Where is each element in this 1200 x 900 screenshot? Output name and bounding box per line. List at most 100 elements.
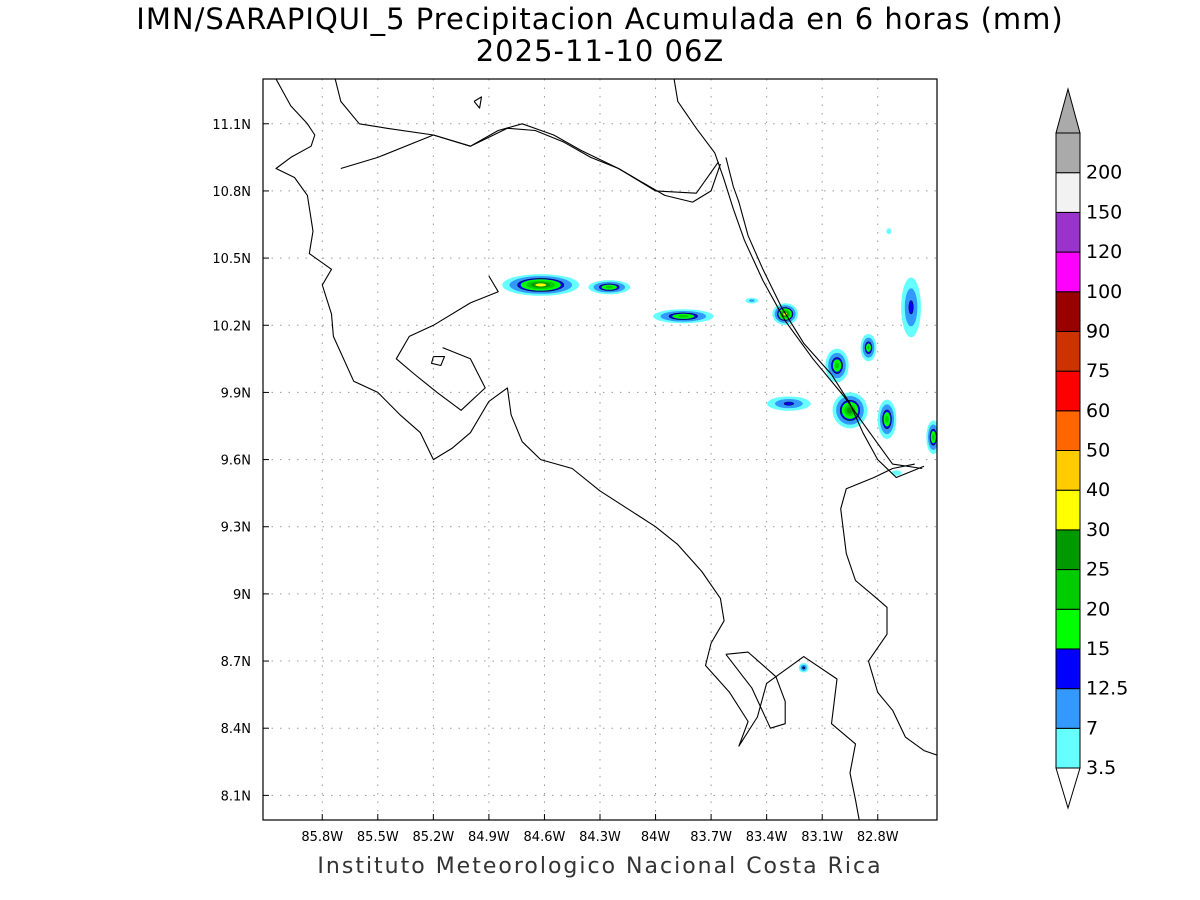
country-border [725, 157, 925, 479]
precip-contour-30 [535, 283, 547, 287]
legend-arrow-high [1055, 87, 1081, 134]
country-border [340, 127, 719, 194]
legend-swatch [1055, 608, 1081, 650]
lon-tick-label: 84.6W [524, 830, 566, 845]
precip-cell [745, 297, 759, 304]
precip-contour-12.5 [908, 300, 914, 315]
lon-tick-label: 85.2W [412, 830, 454, 845]
precip-cell [890, 470, 902, 476]
grid-lines [263, 79, 937, 820]
legend-label: 20 [1086, 598, 1110, 620]
legend-swatch [1055, 450, 1081, 491]
legend-label: 15 [1086, 638, 1110, 660]
precip-cell [798, 662, 809, 673]
legend-swatch [1055, 529, 1081, 571]
lon-tick-label: 85.8W [301, 830, 343, 845]
precip-contour-3.5 [890, 470, 902, 476]
legend-swatch [1055, 648, 1081, 690]
precip-cell [767, 396, 811, 411]
precip-cell [926, 420, 937, 455]
legend-label: 90 [1086, 320, 1110, 342]
coastline [673, 79, 923, 470]
coastline [840, 463, 937, 756]
legend-swatch [1055, 489, 1081, 531]
legend-label: 7 [1086, 717, 1098, 739]
precip-contour-12.5 [802, 666, 806, 670]
precip-contour-20 [605, 285, 613, 289]
legend-label: 150 [1086, 201, 1122, 223]
precip-contour-3.5 [886, 228, 892, 235]
precip-contour-20 [885, 415, 889, 423]
precip-cell [502, 274, 580, 296]
precip-contour-25 [846, 407, 854, 414]
legend-label: 75 [1086, 360, 1110, 382]
precip-contour-20 [867, 346, 870, 350]
legend-label: 200 [1086, 162, 1122, 184]
legend-label: 100 [1086, 281, 1122, 303]
precip-contour-20 [677, 315, 689, 318]
lon-tick-label: 83.1W [801, 830, 843, 845]
legend-swatch [1055, 370, 1081, 412]
legend-label: 50 [1086, 440, 1110, 462]
longitude-ticks: 85.8W 85.5W 85.2W 84.9W 84.6W 84.3W 84W 83.7W 83… [301, 814, 899, 845]
lat-tick-label: 9.6N [221, 454, 251, 469]
map-subtitle: 2025-11-10 06Z [475, 34, 725, 68]
legend-label: 3.5 [1086, 757, 1116, 779]
lat-tick-label: 10.8N [212, 185, 251, 200]
legend-swatch [1055, 251, 1081, 293]
legend-label: 60 [1086, 400, 1110, 422]
legend-swatch [1055, 211, 1081, 253]
legend-swatch [1055, 569, 1081, 610]
precip-contour-20 [932, 434, 935, 441]
coastline [725, 651, 786, 729]
color-legend: 3.5 7 12.5 15 20 25 30 40 50 60 75 90 100 120 150 200 [1055, 87, 1128, 810]
map-title: IMN/SARAPIQUI_5 Precipitacion Acumulada … [136, 2, 1064, 36]
lat-tick-label: 9.9N [221, 386, 251, 401]
coastline [395, 275, 499, 411]
lat-tick-label: 8.1N [221, 789, 251, 804]
lon-tick-label: 83.4W [746, 830, 788, 845]
coastlines [275, 79, 937, 820]
lat-tick-label: 10.5N [212, 252, 251, 267]
coastline [430, 356, 446, 367]
precip-cell [886, 228, 892, 235]
lon-tick-label: 82.8W [857, 830, 899, 845]
precip-cell [877, 399, 897, 439]
lat-tick-label: 9.3N [221, 521, 251, 536]
lon-tick-label: 83.7W [690, 830, 732, 845]
legend-label: 30 [1086, 519, 1110, 541]
precip-cell [653, 309, 714, 324]
coastline [275, 79, 860, 820]
precip-cell [860, 333, 877, 362]
credit-text: Instituto Meteorologico Nacional Costa R… [317, 854, 883, 879]
legend-label: 25 [1086, 559, 1110, 581]
legend-label: 120 [1086, 241, 1122, 263]
precip-contour-20 [834, 362, 840, 369]
legend-swatch [1055, 688, 1081, 729]
precip-cell [832, 392, 868, 429]
latitude-ticks: 11.1N 10.8N 10.5N 10.2N 9.9N 9.6N 9.3N 9N 8.7N 8.… [212, 118, 269, 804]
legend-swatch [1055, 291, 1081, 332]
lat-tick-label: 10.2N [212, 319, 251, 334]
legend-label: 12.5 [1086, 678, 1128, 700]
legend-swatch [1055, 410, 1081, 451]
legend-swatch [1055, 172, 1081, 213]
lon-tick-label: 84W [641, 830, 671, 845]
legend-label: 40 [1086, 479, 1110, 501]
lon-tick-label: 85.5W [357, 830, 399, 845]
legend-swatch [1055, 727, 1081, 769]
legend-swatch [1055, 132, 1081, 174]
coastline [334, 79, 721, 203]
lat-tick-label: 8.4N [221, 722, 251, 737]
lon-tick-label: 84.9W [468, 830, 510, 845]
legend-swatch [1055, 330, 1081, 372]
lat-tick-label: 11.1N [212, 118, 251, 133]
lon-tick-label: 84.3W [579, 830, 621, 845]
lat-tick-label: 8.7N [221, 655, 251, 670]
lat-tick-label: 9N [233, 588, 251, 603]
precip-contour-12.5 [783, 401, 795, 406]
legend-arrow-low [1055, 767, 1081, 810]
precip-cell [588, 280, 631, 295]
precip-contour-7 [749, 299, 755, 302]
